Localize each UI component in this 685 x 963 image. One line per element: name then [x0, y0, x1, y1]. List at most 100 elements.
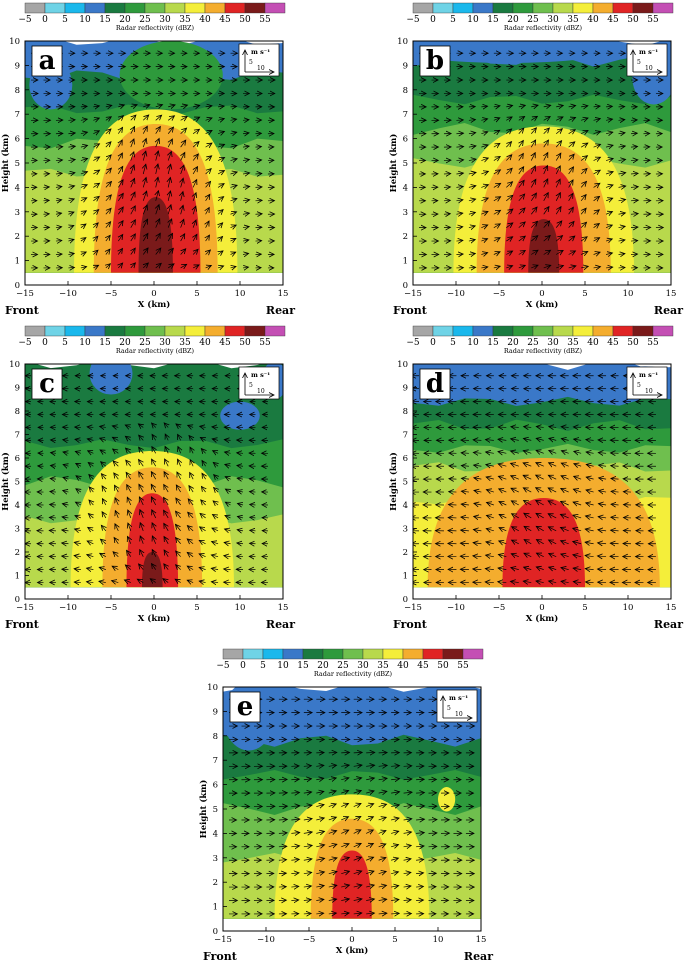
- wind-vector: [106, 129, 111, 134]
- wind-vector: [456, 200, 463, 201]
- colorbar-swatch: [164, 325, 186, 337]
- wind-vector: [93, 250, 98, 254]
- wind-vector: [130, 220, 136, 228]
- wind-vector: [205, 156, 212, 161]
- wind-vector: [151, 472, 155, 480]
- x-tick-label: −5: [105, 603, 118, 613]
- wind-vector: [242, 160, 249, 161]
- x-tick-label: −10: [447, 289, 465, 299]
- wind-vector: [75, 451, 82, 453]
- wind-vector: [118, 116, 123, 121]
- colorbar-tick-label: 55: [647, 338, 659, 348]
- vector-key-vertical-value: 5: [637, 382, 641, 389]
- wind-vector: [530, 193, 536, 202]
- wind-vector: [456, 160, 463, 161]
- wind-vector: [605, 198, 613, 201]
- panel-letter: d: [426, 369, 444, 399]
- wind-vector: [531, 166, 535, 175]
- wind-vector: [481, 267, 487, 268]
- wind-vector: [543, 207, 549, 215]
- wind-vector: [618, 173, 626, 174]
- wind-vector: [93, 265, 98, 268]
- y-tick-label: 0: [403, 281, 408, 291]
- wind-vector: [68, 186, 74, 188]
- colorbar-tick-label: 0: [430, 338, 436, 348]
- wind-vector: [225, 452, 231, 453]
- wind-vector: [178, 459, 181, 467]
- wind-vector: [118, 105, 124, 107]
- vector-key-unit: m s⁻¹: [449, 694, 468, 702]
- wind-vector: [518, 236, 525, 242]
- wind-vector: [164, 550, 168, 557]
- wind-vector: [205, 169, 212, 175]
- wind-vector: [63, 477, 68, 479]
- wind-vector: [498, 582, 507, 583]
- wind-vector: [118, 166, 122, 175]
- colorbar-swatch: [24, 2, 46, 14]
- wind-vector: [131, 248, 135, 255]
- wind-vector: [230, 119, 237, 120]
- wind-vector: [456, 186, 463, 187]
- wind-vector: [543, 128, 550, 134]
- wind-vector: [605, 239, 612, 241]
- wind-vector: [493, 157, 500, 161]
- colorbar-swatch: [532, 2, 554, 14]
- wind-vector: [105, 142, 111, 148]
- wind-vector: [143, 248, 148, 255]
- wind-vector: [118, 221, 123, 228]
- wind-vector: [189, 436, 193, 441]
- reflectivity-field: [413, 364, 671, 588]
- wind-vector: [242, 186, 250, 187]
- wind-vector: [105, 168, 112, 175]
- wind-vector: [580, 252, 588, 255]
- wind-vector: [80, 106, 87, 107]
- wind-vector: [486, 490, 494, 492]
- wind-vector: [468, 253, 475, 254]
- y-tick-label: 9: [403, 384, 408, 394]
- colorbar-tick-label: 5: [450, 338, 456, 348]
- wind-vector: [217, 144, 224, 147]
- wind-vector: [178, 447, 181, 454]
- wind-vector: [180, 116, 187, 120]
- wind-vector: [127, 550, 131, 557]
- wind-vector: [556, 266, 563, 268]
- vector-key: m s⁻¹ 5 10: [238, 43, 280, 77]
- wind-vector: [89, 475, 94, 480]
- colorbar-swatch: [422, 648, 444, 660]
- colorbar-swatch: [382, 648, 404, 660]
- x-tick-label: −15: [16, 289, 34, 299]
- wind-vector: [531, 265, 538, 268]
- colorbar: −5 0 5 10 15 20 25 30 35 40 45 50 55 Radar reflectivi…: [18, 2, 286, 32]
- wind-vector: [80, 119, 87, 120]
- wind-vector: [598, 543, 607, 544]
- wind-vector: [80, 132, 88, 134]
- wind-vector: [152, 536, 155, 544]
- wind-vector: [143, 126, 147, 134]
- wind-vector: [585, 555, 594, 556]
- reflectivity-field: [25, 41, 283, 273]
- wind-vector: [605, 132, 613, 134]
- wind-vector: [493, 266, 500, 268]
- x-tick-label: 10: [433, 935, 444, 945]
- wind-vector: [519, 153, 524, 161]
- wind-vector: [105, 182, 112, 188]
- x-tick-label: −15: [16, 603, 34, 613]
- wind-vector: [618, 226, 626, 227]
- wind-vector: [87, 555, 94, 557]
- colorbar-tick-label: 0: [42, 338, 48, 348]
- wind-vector: [481, 225, 487, 228]
- wind-vector: [112, 426, 119, 428]
- colorbar-swatch: [124, 325, 146, 337]
- wind-vector: [530, 179, 536, 188]
- wind-vector: [461, 491, 469, 492]
- y-tick-label: 8: [15, 86, 20, 96]
- wind-vector: [68, 267, 74, 268]
- wind-vector: [202, 473, 206, 480]
- x-tick-label: 0: [151, 289, 156, 299]
- colorbar-tick-label: 30: [547, 338, 559, 348]
- wind-vector: [549, 567, 557, 569]
- wind-vector: [605, 253, 612, 255]
- wind-vector: [506, 266, 512, 268]
- wind-vector: [137, 579, 144, 582]
